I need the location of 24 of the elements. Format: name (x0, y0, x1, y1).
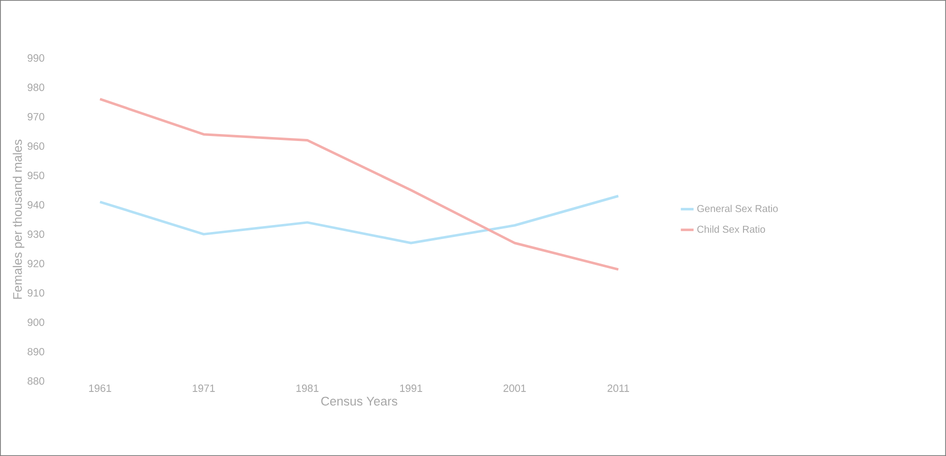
x-tick-label: 2011 (608, 384, 630, 392)
line-series (98, 194, 620, 244)
x-axis-title: Census Years (321, 396, 398, 406)
y-tick-label: 940 (28, 201, 44, 209)
y-tick-label: 990 (28, 54, 44, 62)
y-tick-label: 960 (28, 142, 44, 150)
y-tick-label: 970 (28, 113, 44, 120)
y-tick-label: 950 (28, 172, 44, 180)
y-tick-label: 930 (28, 230, 44, 238)
legend-label: General Sex Ratio (697, 204, 778, 212)
legend-label: Child Sex Ratio (697, 225, 766, 233)
y-axis-title: Females per thousand males (12, 140, 24, 299)
line-series (98, 98, 620, 271)
y-tick-label: 890 (28, 348, 44, 356)
x-tick-label: 1991 (400, 384, 422, 392)
x-tick-label: 2001 (504, 384, 526, 392)
y-tick-label: 910 (28, 289, 44, 297)
y-tick-label: 900 (28, 318, 44, 326)
x-tick-label: 1971 (192, 384, 215, 392)
y-tick-label: 880 (28, 377, 44, 385)
y-tick-label: 920 (28, 260, 44, 268)
y-tick-label: 980 (28, 84, 44, 92)
x-tick-label: 1981 (296, 384, 318, 392)
x-tick-label: 1961 (89, 384, 112, 392)
